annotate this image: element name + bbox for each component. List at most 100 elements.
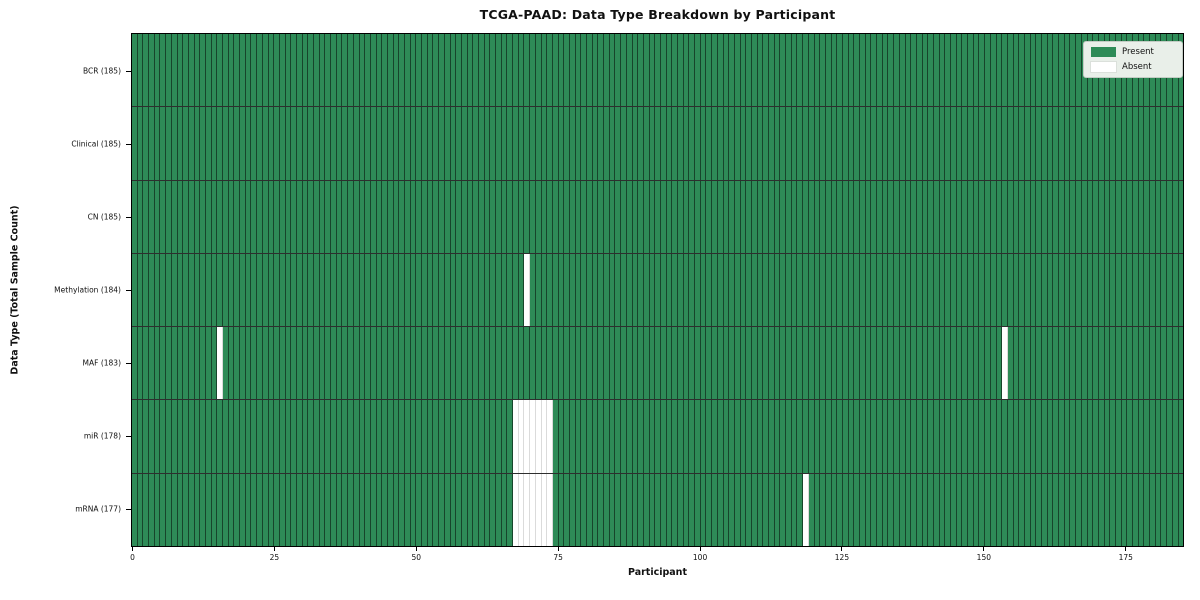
cell-absent [541,400,548,473]
cell-present [837,107,843,180]
cell-present [842,327,849,400]
cell-present [695,107,701,180]
cell-present [319,34,326,107]
cell-present [700,327,707,400]
cell-present [1076,180,1082,253]
cell-present [1070,34,1077,107]
cell-present [1030,473,1037,546]
cell-present [786,327,792,400]
cell-present [223,253,229,327]
cell-present [905,253,912,327]
cell-present [1070,180,1077,253]
cell-present [871,473,878,546]
cell-present [683,400,690,473]
cell-present [308,180,314,253]
cell-present [575,180,582,253]
cell-present [285,180,292,253]
cell-present [564,34,570,107]
legend-swatch-absent-icon [1090,61,1117,73]
cell-present [1059,180,1065,253]
cell-present [643,253,650,327]
cell-present [234,327,241,400]
cell-present [251,107,258,180]
cell-present [854,107,860,180]
cell-present [848,327,855,400]
cell-present [808,107,815,180]
cell-present [484,400,491,473]
cell-present [473,253,479,327]
cell-present [956,473,963,546]
cell-present [291,327,297,400]
cell-present [399,34,405,107]
cell-present [1178,253,1184,327]
cell-present [507,107,514,180]
cell-present [530,180,536,253]
cell-absent [547,473,553,546]
cell-present [132,107,138,180]
cell-present [729,107,735,180]
cell-present [1059,253,1065,327]
cell-present [968,400,974,473]
cell-present [678,107,684,180]
cell-present [552,107,559,180]
cell-present [899,400,906,473]
cell-present [786,253,792,327]
cell-present [376,253,383,327]
cell-present [251,327,258,400]
cell-present [581,180,587,253]
cell-present [171,400,178,473]
cell-present [700,107,707,180]
cell-present [501,180,508,253]
cell-present [262,180,269,253]
cell-present [678,400,684,473]
cell-present [547,34,553,107]
cell-present [137,253,144,327]
y-tick-mark [126,143,131,145]
cell-present [717,253,724,327]
cell-present [672,473,678,546]
cell-present [933,253,940,327]
cell-present [171,34,178,107]
cell-present [899,34,906,107]
legend-swatch-present-icon [1091,47,1116,57]
cell-present [899,253,906,327]
cell-present [473,400,479,473]
cell-present [1104,180,1111,253]
cell-present [325,34,332,107]
cell-present [774,400,781,473]
cell-present [154,107,161,180]
cell-present [211,473,218,546]
cell-present [877,180,883,253]
x-tick-label: 25 [269,553,280,562]
cell-present [757,34,764,107]
cell-present [814,473,821,546]
cell-present [228,107,235,180]
chart-title: TCGA-PAAD: Data Type Breakdown by Partic… [479,7,836,22]
cell-present [1172,253,1179,327]
cell-present [234,34,241,107]
cell-present [188,327,195,400]
cell-present [939,34,946,107]
cell-present [399,327,405,400]
cell-present [1144,400,1151,473]
cell-present [439,253,445,327]
cell-present [757,253,764,327]
cell-present [268,34,275,107]
cell-present [268,400,275,473]
cell-present [376,327,383,400]
cell-present [382,180,388,253]
cell-present [689,34,696,107]
cell-present [382,473,388,546]
cell-present [592,107,599,180]
cell-present [348,253,354,327]
cell-present [285,253,292,327]
cell-present [581,400,587,473]
cell-present [933,107,940,180]
cell-present [558,180,565,253]
cell-present [149,400,155,473]
cell-present [837,34,843,107]
cell-present [951,180,957,253]
cell-present [143,327,150,400]
cell-present [325,327,332,400]
cell-present [183,473,189,546]
